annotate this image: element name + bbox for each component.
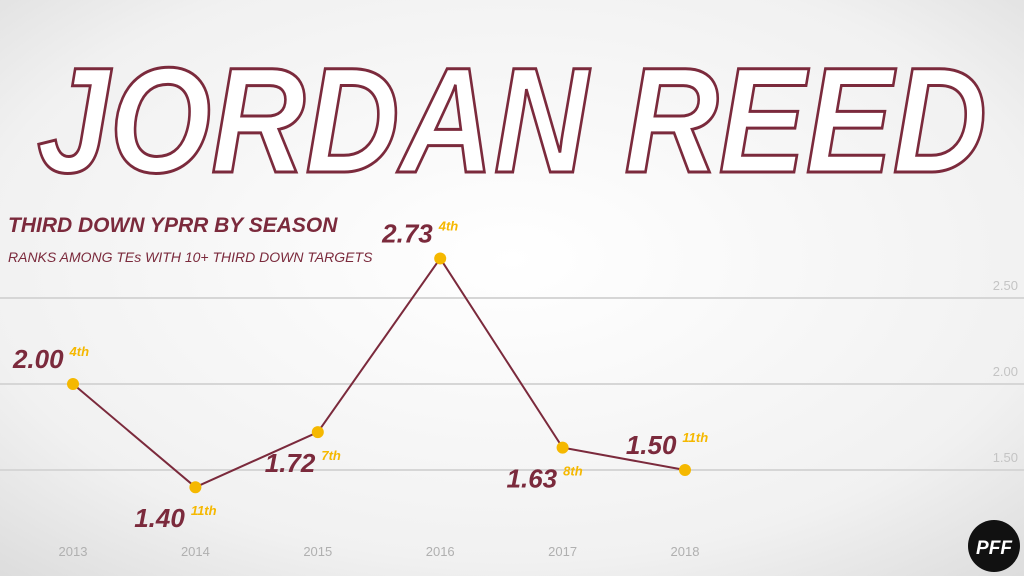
value-label: 1.63 <box>507 464 558 494</box>
data-label: 1.63 8th <box>507 464 583 494</box>
data-label: 1.50 11th <box>626 430 708 460</box>
rank-label: 11th <box>682 430 708 445</box>
rank-label: 4th <box>438 218 459 233</box>
rank-label: 8th <box>563 464 583 479</box>
point <box>556 441 569 454</box>
value-label: 2.73 <box>381 218 433 248</box>
point <box>434 252 447 265</box>
value-label: 1.40 <box>134 503 185 533</box>
x-tick-label: 2015 <box>303 544 332 559</box>
headline: JORDAN REED <box>37 36 987 204</box>
point <box>67 378 79 390</box>
data-label: 2.00 4th <box>12 344 89 374</box>
point <box>311 426 324 439</box>
data-label: 2.73 4th <box>381 218 458 248</box>
logo: PFF <box>976 538 1013 559</box>
data-label: 1.40 11th <box>134 503 216 533</box>
value-label: 2.00 <box>12 344 64 374</box>
value-label: 1.50 <box>626 430 677 460</box>
x-tick-label: 2014 <box>181 544 210 559</box>
rank-label: 7th <box>321 448 341 463</box>
x-tick-label: 2013 <box>59 544 88 559</box>
data-label: 1.72 7th <box>265 448 341 478</box>
x-tick-label: 2016 <box>426 544 455 559</box>
value-label: 1.72 <box>265 448 316 478</box>
x-tick-label: 2018 <box>671 544 700 559</box>
rank-label: 11th <box>191 503 217 518</box>
point <box>189 481 202 494</box>
point <box>679 464 691 476</box>
y-tick-label: 1.50 <box>993 450 1018 465</box>
rank-label: 4th <box>69 344 90 359</box>
line <box>72 256 686 489</box>
y-tick-label: 2.50 <box>993 278 1018 293</box>
chart-title: THIRD DOWN YPRR BY SEASON <box>8 214 338 237</box>
y-tick-label: 2.00 <box>993 364 1018 379</box>
logo-badge <box>968 520 1020 572</box>
chart-subtitle: RANKS AMONG TEs WITH 10+ THIRD DOWN TARG… <box>8 249 373 265</box>
x-tick-label: 2017 <box>548 544 577 559</box>
